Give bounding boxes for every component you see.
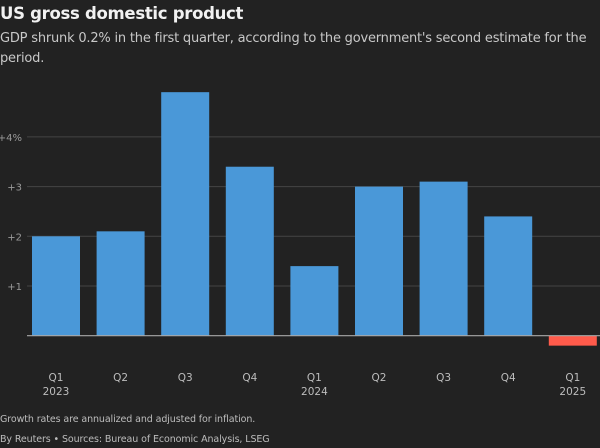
x-tick-label: Q1 <box>565 372 580 384</box>
bar <box>32 236 80 336</box>
chart-title: US gross domestic product <box>0 4 244 23</box>
x-tick-label: Q2 <box>113 372 128 384</box>
x-tick-label: Q3 <box>178 372 193 384</box>
y-tick-label: +3 <box>7 183 22 194</box>
bar <box>355 186 403 336</box>
x-tick-label: Q1 <box>307 372 322 384</box>
y-tick-label: +1 <box>7 282 22 293</box>
y-tick-label: +2 <box>7 232 22 243</box>
bar <box>225 166 274 336</box>
x-tick-label: Q4 <box>501 372 516 384</box>
source-credit: By Reuters • Sources: Bureau of Economic… <box>0 434 270 445</box>
bar <box>484 216 533 336</box>
y-tick-label: +4% <box>0 133 22 144</box>
footnote: Growth rates are annualized and adjusted… <box>0 414 256 425</box>
bar <box>419 181 468 336</box>
x-tick-label: Q1 <box>49 372 64 384</box>
bar <box>96 231 145 336</box>
chart-subtitle: GDP shrunk 0.2% in the first quarter, ac… <box>0 31 587 66</box>
x-year-label: 2024 <box>301 386 328 398</box>
x-year-label: 2023 <box>43 386 70 398</box>
bar <box>161 92 210 336</box>
bar <box>290 266 339 336</box>
x-tick-label: Q4 <box>242 372 257 384</box>
x-tick-label: Q3 <box>436 372 451 384</box>
bar <box>548 335 597 346</box>
x-tick-label: Q2 <box>372 372 387 384</box>
x-year-label: 2025 <box>559 386 586 398</box>
